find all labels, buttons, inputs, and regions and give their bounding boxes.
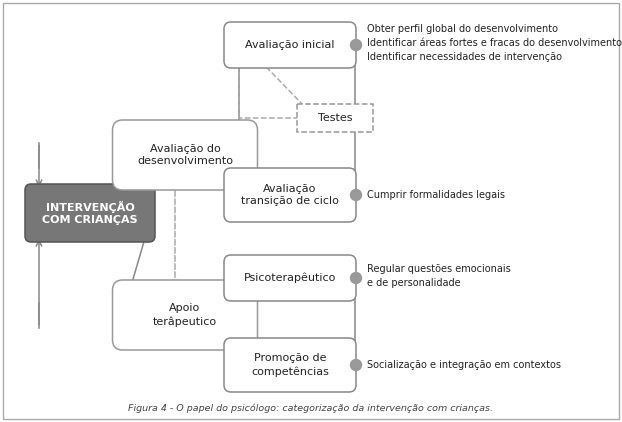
Text: Figura 4 - O papel do psicólogo: categorização da intervenção com crianças.: Figura 4 - O papel do psicólogo: categor…: [129, 403, 493, 413]
FancyBboxPatch shape: [25, 184, 155, 242]
Text: INTERVENÇÃO
COM CRIANÇAS: INTERVENÇÃO COM CRIANÇAS: [42, 200, 138, 225]
Text: Testes: Testes: [318, 113, 352, 123]
FancyBboxPatch shape: [224, 255, 356, 301]
Text: Apoio
terâpeutico: Apoio terâpeutico: [153, 303, 217, 327]
FancyBboxPatch shape: [224, 168, 356, 222]
Circle shape: [351, 273, 361, 284]
FancyBboxPatch shape: [224, 22, 356, 68]
Circle shape: [351, 40, 361, 51]
Text: Promoção de
competências: Promoção de competências: [251, 353, 329, 377]
Text: Regular questões emocionais
e de personalidade: Regular questões emocionais e de persona…: [367, 264, 511, 288]
Circle shape: [351, 360, 361, 371]
Text: Avaliação do
desenvolvimento: Avaliação do desenvolvimento: [137, 143, 233, 166]
Text: Obter perfil global do desenvolvimento
Identificar áreas fortes e fracas do dese: Obter perfil global do desenvolvimento I…: [367, 24, 622, 62]
Text: Socialização e integração em contextos: Socialização e integração em contextos: [367, 360, 561, 370]
Text: Cumprir formalidades legais: Cumprir formalidades legais: [367, 190, 505, 200]
Text: Avaliação inicial: Avaliação inicial: [245, 40, 335, 50]
FancyBboxPatch shape: [113, 280, 258, 350]
FancyBboxPatch shape: [297, 104, 373, 132]
FancyBboxPatch shape: [224, 338, 356, 392]
Text: Psicoterapêutico: Psicoterapêutico: [244, 273, 336, 283]
Circle shape: [351, 189, 361, 200]
Text: Avaliação
transição de ciclo: Avaliação transição de ciclo: [241, 184, 339, 206]
FancyBboxPatch shape: [113, 120, 258, 190]
